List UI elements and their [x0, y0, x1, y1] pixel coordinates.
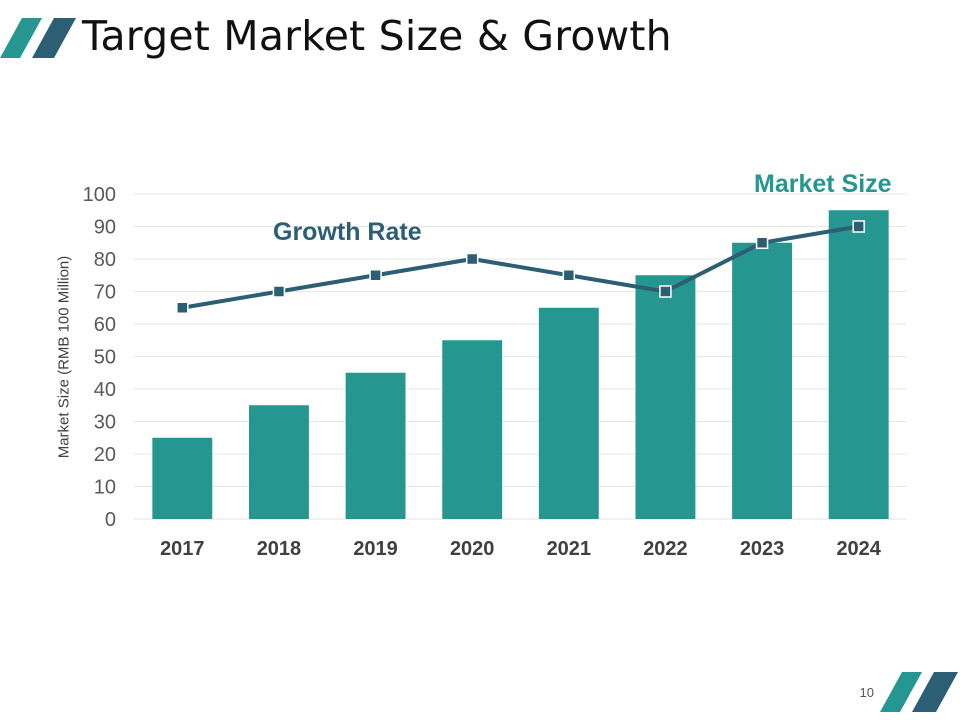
growth-rate-marker-2020	[465, 252, 479, 266]
y-tick-label: 50	[94, 347, 116, 369]
x-tick-label: 2018	[257, 538, 302, 560]
growth-rate-marker-2022	[659, 285, 672, 298]
y-tick-label: 90	[94, 217, 116, 239]
y-tick-label: 60	[94, 314, 116, 336]
growth-rate-marker-2023	[755, 236, 769, 249]
bar-2019	[345, 372, 406, 519]
x-tick-label: 2021	[547, 538, 592, 560]
y-axis-title: Market Size (RMB 100 Million)	[55, 255, 73, 459]
decor-stripe-teal	[0, 18, 42, 58]
y-tick-label: 20	[94, 444, 116, 466]
x-tick-label: 2019	[353, 538, 398, 560]
x-tick-label: 2017	[160, 538, 205, 560]
decor-stripe-navy	[32, 18, 76, 58]
y-tick-label: 0	[105, 509, 116, 531]
x-tick-label: 2020	[450, 538, 495, 560]
y-tick-label: 30	[94, 412, 116, 434]
bar-2017	[152, 437, 213, 519]
y-axis-ticks: 0 10 20 30 40 50 60 70 80 90 100	[83, 184, 116, 531]
bar-2022	[635, 275, 696, 519]
growth-rate-marker-2017	[176, 301, 189, 314]
bar-2023	[732, 242, 793, 519]
title-stripes-decor	[0, 18, 76, 58]
market-size-bars	[152, 210, 889, 519]
bar-2020	[442, 340, 503, 519]
y-tick-label: 10	[94, 477, 116, 499]
growth-rate-marker-2019	[369, 269, 382, 282]
y-tick-label: 100	[83, 184, 116, 206]
growth-rate-marker-2018	[272, 285, 286, 298]
bar-2024	[828, 210, 889, 519]
x-tick-label: 2024	[836, 538, 881, 560]
growth-rate-label: Growth Rate	[273, 218, 422, 246]
y-tick-label: 80	[94, 249, 116, 271]
y-tick-label: 40	[94, 379, 116, 401]
growth-rate-marker-2024	[852, 220, 865, 233]
growth-rate-marker-2021	[562, 269, 576, 282]
footer-stripe-navy	[912, 672, 958, 712]
footer-stripe-teal	[880, 672, 922, 712]
bar-2021	[538, 307, 599, 519]
growth-rate-line-series	[176, 220, 865, 314]
x-axis-ticks: 2017 2018 2019 2020 2021 2022 2023 2024	[160, 538, 882, 560]
slide-title: Target Market Size & Growth	[82, 12, 672, 60]
x-tick-label: 2022	[643, 538, 688, 560]
y-tick-label: 70	[94, 282, 116, 304]
bar-2018	[248, 405, 309, 519]
market-size-label: Market Size	[754, 170, 892, 198]
page-number: 10	[859, 685, 874, 700]
footer-stripes-decor	[880, 672, 958, 712]
growth-rate-line	[181, 224, 860, 310]
x-tick-label: 2023	[740, 538, 785, 560]
